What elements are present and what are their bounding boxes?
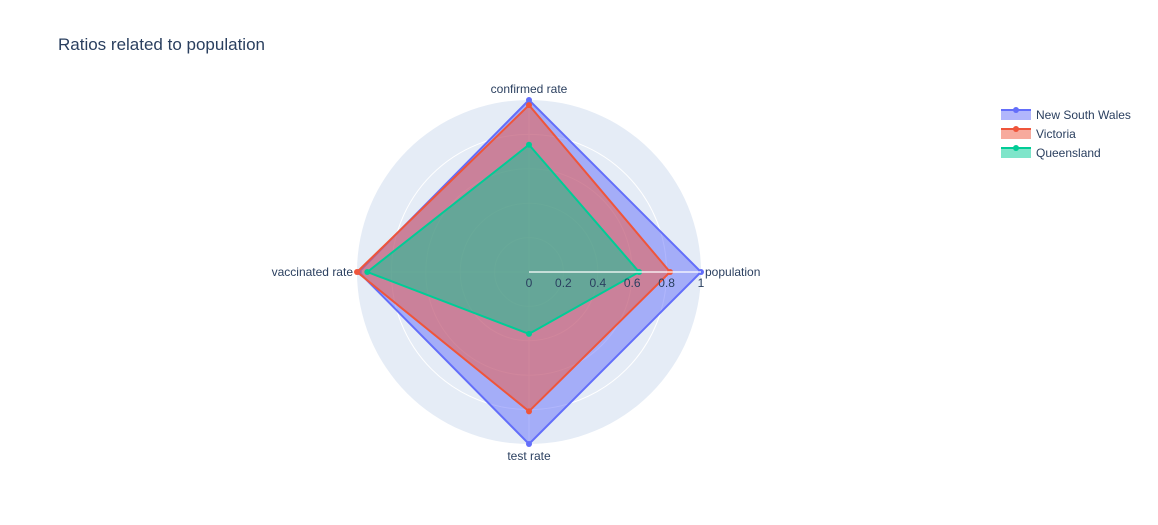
radial-tick-label: 1: [698, 276, 705, 290]
angular-axis-label: confirmed rate: [491, 82, 568, 96]
radial-tick-label: 0.2: [555, 276, 572, 290]
angular-axis-label: test rate: [507, 449, 551, 463]
data-point[interactable]: [526, 441, 532, 447]
legend-label: Queensland: [1036, 146, 1101, 160]
angular-axis-label: population: [705, 265, 760, 279]
radial-tick-label: 0.8: [658, 276, 675, 290]
series-queensland[interactable]: [364, 141, 643, 337]
radial-tick-label: 0.4: [589, 276, 606, 290]
data-point[interactable]: [526, 97, 532, 103]
legend-swatch: [1001, 148, 1031, 158]
radial-tick-label: 0: [526, 276, 533, 290]
legend-label: New South Wales: [1036, 108, 1131, 122]
data-point[interactable]: [526, 330, 532, 337]
data-point[interactable]: [526, 408, 532, 415]
legend-item-new-south-wales[interactable]: New South Wales: [1001, 107, 1131, 122]
legend-marker: [1013, 145, 1019, 151]
legend[interactable]: New South Wales Victoria Queensland: [1001, 107, 1131, 160]
data-point[interactable]: [354, 269, 360, 275]
legend-swatch: [1001, 110, 1031, 120]
legend-item-queensland[interactable]: Queensland: [1001, 145, 1101, 160]
legend-item-victoria[interactable]: Victoria: [1001, 126, 1076, 141]
legend-swatch: [1001, 129, 1031, 139]
radial-tick-label: 0.6: [624, 276, 641, 290]
legend-label: Victoria: [1036, 127, 1076, 141]
data-point[interactable]: [526, 141, 532, 148]
legend-marker: [1013, 126, 1019, 132]
chart-title: Ratios related to population: [58, 35, 265, 54]
data-point[interactable]: [526, 102, 532, 109]
angular-axis-label: vaccinated rate: [272, 265, 354, 279]
legend-marker: [1013, 107, 1019, 113]
data-point[interactable]: [364, 269, 371, 275]
